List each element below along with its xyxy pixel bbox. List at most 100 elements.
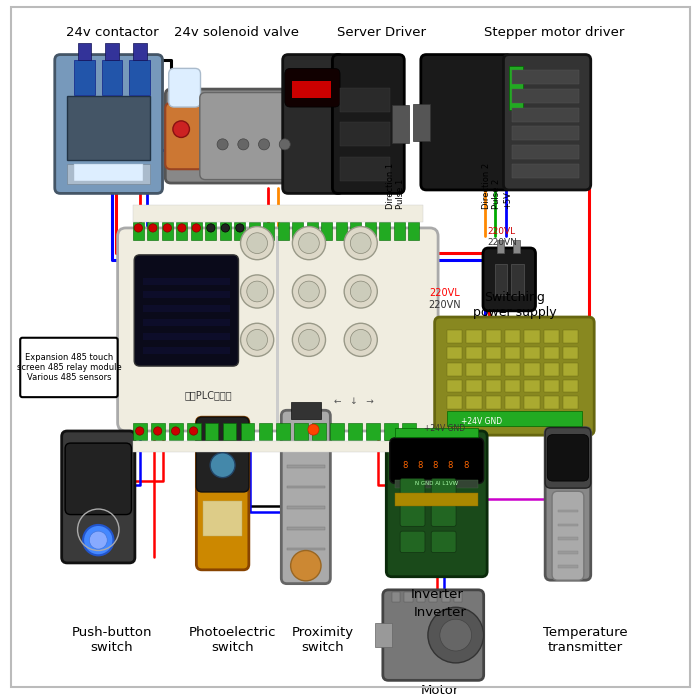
Bar xyxy=(505,396,520,409)
Text: Direction 2: Direction 2 xyxy=(482,162,491,209)
FancyBboxPatch shape xyxy=(165,89,294,183)
Bar xyxy=(486,363,501,376)
Bar xyxy=(563,330,578,342)
Bar xyxy=(287,506,325,509)
Circle shape xyxy=(344,227,377,260)
Bar xyxy=(544,346,559,359)
Text: +24V GND: +24V GND xyxy=(461,416,502,426)
Circle shape xyxy=(247,281,267,302)
Circle shape xyxy=(440,620,472,651)
Circle shape xyxy=(258,139,270,150)
Text: 8: 8 xyxy=(463,461,468,470)
Bar xyxy=(133,423,146,440)
Bar xyxy=(416,592,425,602)
Bar xyxy=(524,363,540,376)
Circle shape xyxy=(299,233,319,253)
Bar xyxy=(466,330,482,342)
FancyBboxPatch shape xyxy=(197,417,249,492)
Bar xyxy=(340,157,390,181)
Bar xyxy=(408,223,419,239)
Bar xyxy=(563,396,578,409)
Bar xyxy=(67,97,150,160)
Circle shape xyxy=(136,427,144,435)
Bar xyxy=(147,223,158,239)
Circle shape xyxy=(90,531,107,549)
Text: Push-button
switch: Push-button switch xyxy=(72,626,153,654)
Circle shape xyxy=(134,224,143,232)
Bar xyxy=(307,223,318,239)
Bar xyxy=(392,592,400,602)
Bar xyxy=(234,223,246,239)
FancyBboxPatch shape xyxy=(65,443,132,514)
FancyBboxPatch shape xyxy=(118,228,438,431)
Text: Inverter: Inverter xyxy=(410,589,463,601)
Circle shape xyxy=(293,323,326,356)
Bar xyxy=(505,330,520,342)
Bar xyxy=(544,330,559,342)
FancyBboxPatch shape xyxy=(283,55,344,193)
Bar xyxy=(447,396,462,409)
Bar xyxy=(512,71,579,84)
Circle shape xyxy=(238,139,249,150)
Bar xyxy=(258,423,272,440)
Bar xyxy=(563,363,578,376)
Bar xyxy=(176,223,188,239)
Bar xyxy=(349,423,362,440)
FancyBboxPatch shape xyxy=(165,103,204,169)
Circle shape xyxy=(241,275,274,308)
Text: Inverter: Inverter xyxy=(414,606,467,619)
Circle shape xyxy=(344,323,377,356)
Text: 简易PLC一体机: 简易PLC一体机 xyxy=(184,390,232,400)
Bar xyxy=(379,223,391,239)
FancyBboxPatch shape xyxy=(421,55,511,190)
Circle shape xyxy=(247,233,267,253)
Bar xyxy=(447,380,462,392)
Bar xyxy=(558,551,578,554)
Bar xyxy=(524,380,540,392)
Bar xyxy=(512,89,579,103)
Circle shape xyxy=(351,330,371,350)
Text: Proximity
switch: Proximity switch xyxy=(292,626,354,654)
Bar xyxy=(511,264,524,295)
Bar xyxy=(223,423,237,440)
Bar xyxy=(558,565,578,568)
Bar xyxy=(105,43,119,60)
Bar xyxy=(287,547,325,550)
Bar xyxy=(293,223,303,239)
Bar xyxy=(162,223,173,239)
Bar xyxy=(144,346,230,354)
Circle shape xyxy=(83,525,113,555)
Bar xyxy=(78,43,92,60)
Text: 8: 8 xyxy=(402,461,407,470)
Circle shape xyxy=(290,550,321,581)
Bar xyxy=(497,239,504,253)
FancyBboxPatch shape xyxy=(199,92,287,180)
Text: Switching
power supply: Switching power supply xyxy=(473,291,556,319)
Circle shape xyxy=(193,224,200,232)
Bar xyxy=(191,223,202,239)
Bar xyxy=(290,402,321,419)
Text: Motor: Motor xyxy=(421,684,459,696)
Circle shape xyxy=(217,139,228,150)
Text: 8: 8 xyxy=(448,461,453,470)
Text: 24v contactor: 24v contactor xyxy=(66,26,158,38)
Bar xyxy=(366,423,380,440)
Bar xyxy=(241,423,254,440)
Circle shape xyxy=(344,275,377,308)
Bar xyxy=(466,380,482,392)
Bar xyxy=(276,236,279,423)
Bar xyxy=(505,346,520,359)
FancyBboxPatch shape xyxy=(169,69,200,107)
Text: 8: 8 xyxy=(433,461,438,470)
Circle shape xyxy=(351,281,371,302)
Text: Direction 1: Direction 1 xyxy=(386,162,395,209)
Bar xyxy=(524,346,540,359)
Text: 24v solenoid valve: 24v solenoid valve xyxy=(174,26,299,38)
Bar xyxy=(67,164,150,184)
Bar xyxy=(287,527,325,530)
Circle shape xyxy=(236,224,244,232)
Text: 220VN: 220VN xyxy=(487,237,517,246)
Circle shape xyxy=(293,227,326,260)
Bar xyxy=(144,319,230,326)
FancyBboxPatch shape xyxy=(547,435,589,481)
